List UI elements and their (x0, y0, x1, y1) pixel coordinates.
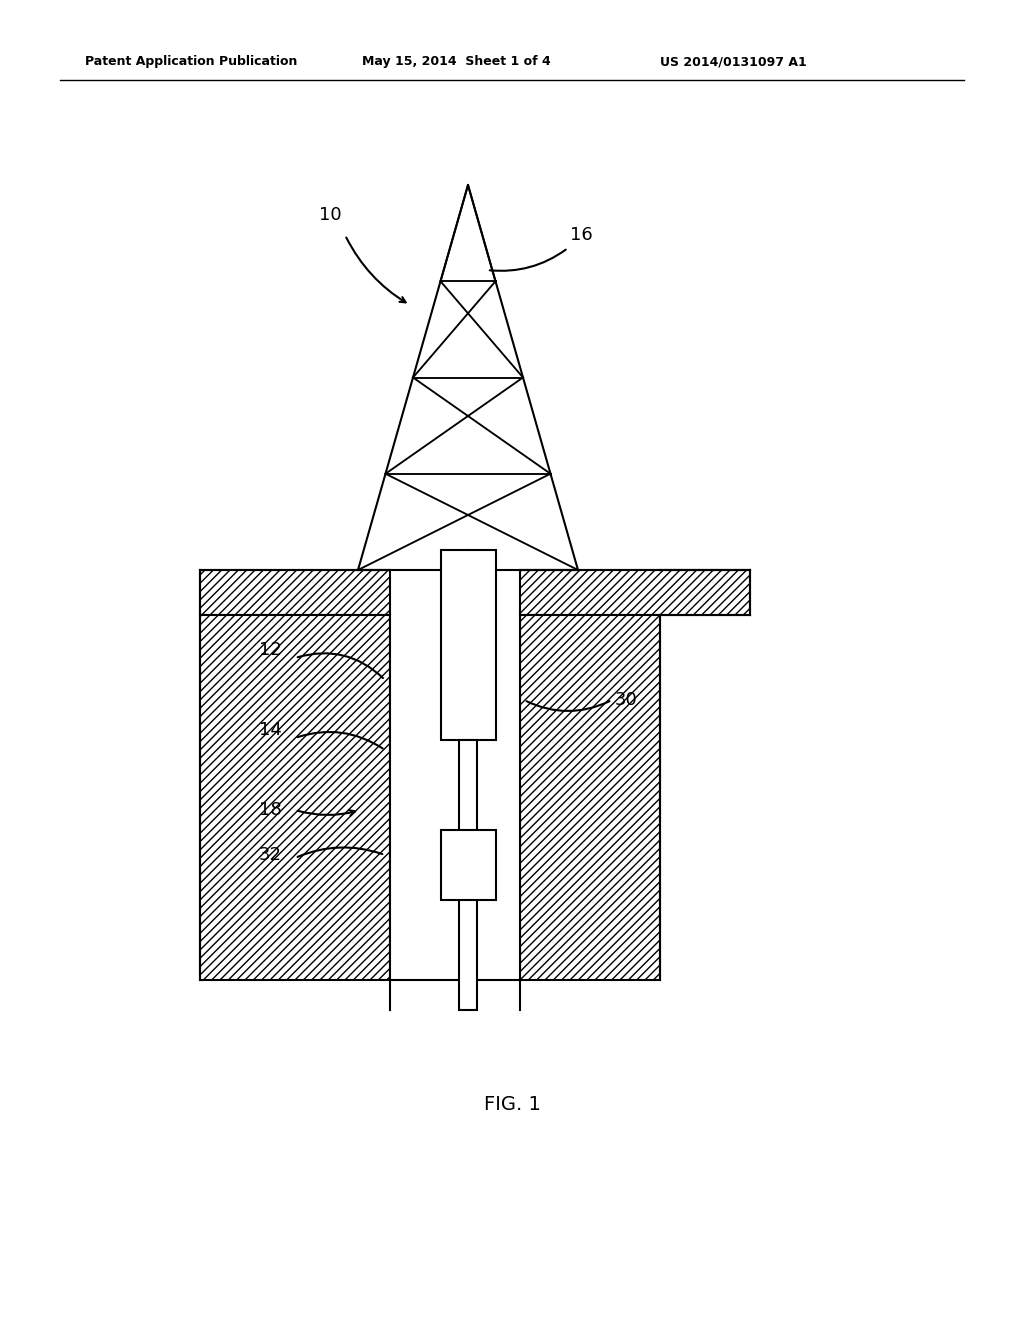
Text: 18: 18 (259, 801, 282, 818)
Text: 10: 10 (318, 206, 341, 224)
Bar (440, 550, 496, 741)
Bar (200, 570, 390, 615)
Text: 16: 16 (570, 226, 593, 244)
Text: 14: 14 (259, 721, 282, 739)
Text: 30: 30 (615, 690, 638, 709)
Bar (459, 741, 477, 1010)
Bar (440, 830, 496, 900)
Text: Patent Application Publication: Patent Application Publication (85, 55, 297, 69)
Bar (520, 615, 660, 979)
Text: 12: 12 (259, 642, 282, 659)
Text: US 2014/0131097 A1: US 2014/0131097 A1 (660, 55, 807, 69)
Bar (390, 615, 520, 979)
Text: May 15, 2014  Sheet 1 of 4: May 15, 2014 Sheet 1 of 4 (362, 55, 551, 69)
Bar (520, 570, 750, 615)
Text: FIG. 1: FIG. 1 (483, 1096, 541, 1114)
Text: 32: 32 (259, 846, 282, 865)
Bar (200, 615, 390, 979)
